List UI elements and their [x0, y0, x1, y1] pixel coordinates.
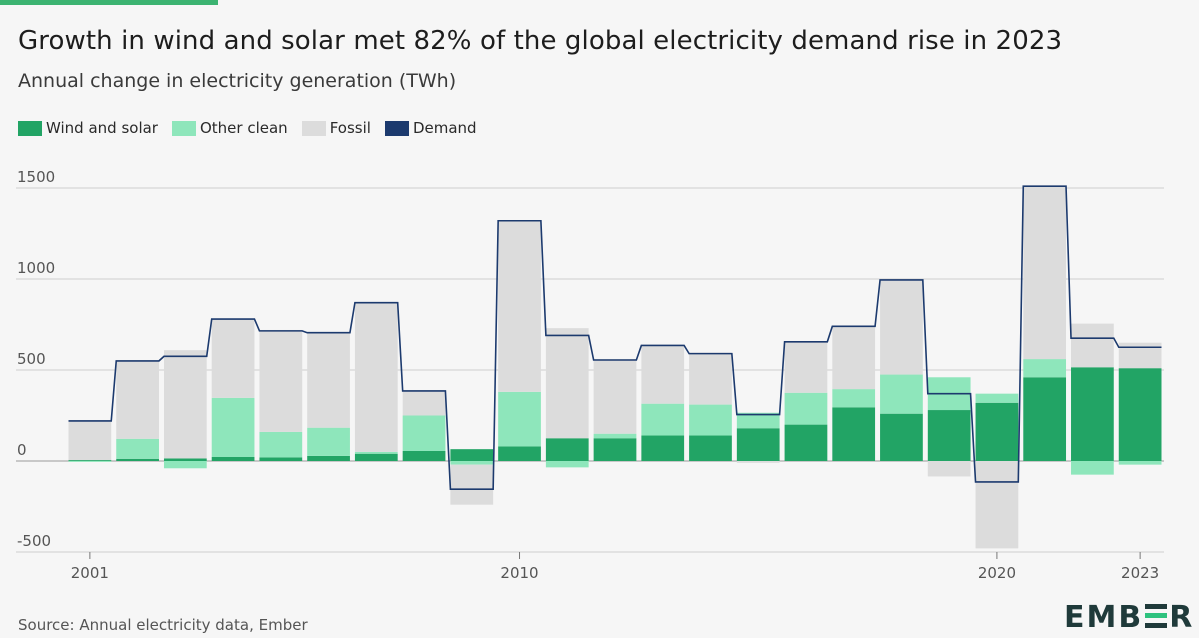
bar-other-clean [211, 397, 255, 457]
bar-wind-and-solar [1118, 368, 1162, 461]
bar-other-clean [1023, 359, 1067, 378]
x-tick-label: 2010 [500, 564, 538, 582]
bar-wind-and-solar [1023, 377, 1067, 461]
bar-wind-and-solar [163, 458, 207, 461]
bar-other-clean [307, 427, 350, 456]
bar-wind-and-solar [1071, 367, 1114, 461]
legend-label-fossil: Fossil [329, 119, 371, 137]
bar-other-clean [163, 461, 207, 469]
bar-fossil [593, 359, 637, 434]
y-tick-label: 1500 [17, 168, 55, 186]
bar-fossil [736, 461, 780, 463]
bar-other-clean [593, 433, 637, 439]
bar-other-clean [784, 392, 828, 425]
bar-wind-and-solar [116, 458, 159, 461]
bar-other-clean [116, 438, 159, 459]
chart-subtitle: Annual change in electricity generation … [18, 70, 457, 92]
bar-wind-and-solar [211, 456, 255, 461]
bar-other-clean [354, 451, 398, 454]
bar-fossil [116, 360, 159, 439]
bar-other-clean [641, 403, 685, 436]
bar-wind-and-solar [927, 410, 971, 461]
bar-other-clean [498, 391, 541, 447]
bar-fossil [68, 420, 112, 461]
logo-e-icon [1145, 604, 1168, 628]
bar-wind-and-solar [68, 460, 112, 461]
bar-fossil [975, 461, 1019, 549]
y-tick-label: 0 [17, 441, 27, 459]
bar-fossil [689, 352, 732, 405]
chart-legend: Wind and solar Other clean Fossil Demand [18, 119, 491, 137]
chart-title: Growth in wind and solar met 82% of the … [18, 26, 1063, 56]
y-tick-label: 500 [17, 350, 46, 368]
bar-other-clean [402, 415, 446, 451]
bar-wind-and-solar [402, 450, 446, 461]
bar-other-clean [450, 461, 494, 465]
bar-other-clean [259, 431, 303, 458]
source-note: Source: Annual electricity data, Ember [18, 616, 308, 634]
legend-swatch-demand [384, 120, 409, 136]
bar-fossil [402, 390, 446, 416]
bar-fossil [832, 326, 876, 390]
bar-other-clean [736, 412, 780, 429]
bar-wind-and-solar [736, 428, 780, 461]
bar-fossil [641, 345, 685, 404]
bar-fossil [880, 279, 923, 375]
legend-item-fossil: Fossil [301, 119, 371, 137]
bar-fossil [545, 328, 589, 439]
bar-other-clean [68, 461, 112, 462]
bar-wind-and-solar [545, 438, 589, 461]
bar-wind-and-solar [259, 457, 303, 461]
bar-fossil [1023, 186, 1067, 360]
bar-fossil [498, 220, 541, 392]
bar-other-clean [689, 404, 732, 436]
legend-label-demand: Demand [412, 119, 477, 137]
bar-wind-and-solar [450, 449, 494, 461]
bar-fossil [354, 302, 398, 452]
bar-other-clean [1071, 461, 1114, 475]
bar-wind-and-solar [975, 402, 1019, 461]
bar-other-clean [1118, 461, 1162, 465]
legend-swatch-other-clean [171, 120, 196, 136]
legend-item-wind-solar: Wind and solar [18, 119, 158, 137]
x-tick-label: 2023 [1121, 564, 1159, 582]
legend-item-demand: Demand [384, 119, 477, 137]
x-tick-label: 2001 [71, 564, 109, 582]
bar-wind-and-solar [593, 438, 637, 461]
bar-other-clean [832, 389, 876, 408]
bar-fossil [163, 350, 207, 459]
bar-fossil [1071, 323, 1114, 368]
bar-wind-and-solar [832, 407, 876, 461]
logo-text-right: R [1169, 600, 1195, 635]
ember-logo: EMB R [1064, 600, 1194, 635]
legend-swatch-fossil [301, 120, 326, 136]
y-tick-label: 1000 [17, 259, 55, 277]
legend-label-wind-solar: Wind and solar [46, 119, 158, 137]
legend-label-other-clean: Other clean [199, 119, 288, 137]
bar-fossil [259, 329, 303, 432]
bar-wind-and-solar [641, 435, 685, 461]
bar-other-clean [880, 374, 923, 414]
legend-item-other-clean: Other clean [171, 119, 288, 137]
legend-swatch-wind-solar [18, 120, 42, 136]
y-tick-label: -500 [17, 532, 51, 550]
bar-wind-and-solar [498, 446, 541, 461]
bar-fossil [784, 341, 828, 393]
bar-wind-and-solar [354, 453, 398, 461]
logo-text-left: EMB [1064, 600, 1144, 635]
top-accent-bar [0, 0, 218, 5]
bar-fossil [211, 318, 255, 398]
bar-wind-and-solar [307, 455, 350, 461]
bar-other-clean [545, 461, 589, 468]
bar-fossil [450, 464, 494, 505]
bar-wind-and-solar [880, 413, 923, 461]
bar-other-clean [975, 393, 1019, 403]
x-tick-label: 2020 [978, 564, 1016, 582]
bar-wind-and-solar [784, 424, 828, 461]
bar-fossil [307, 332, 350, 428]
bar-fossil [927, 461, 971, 477]
bar-wind-and-solar [689, 435, 732, 461]
demand-step-line [68, 185, 1162, 491]
